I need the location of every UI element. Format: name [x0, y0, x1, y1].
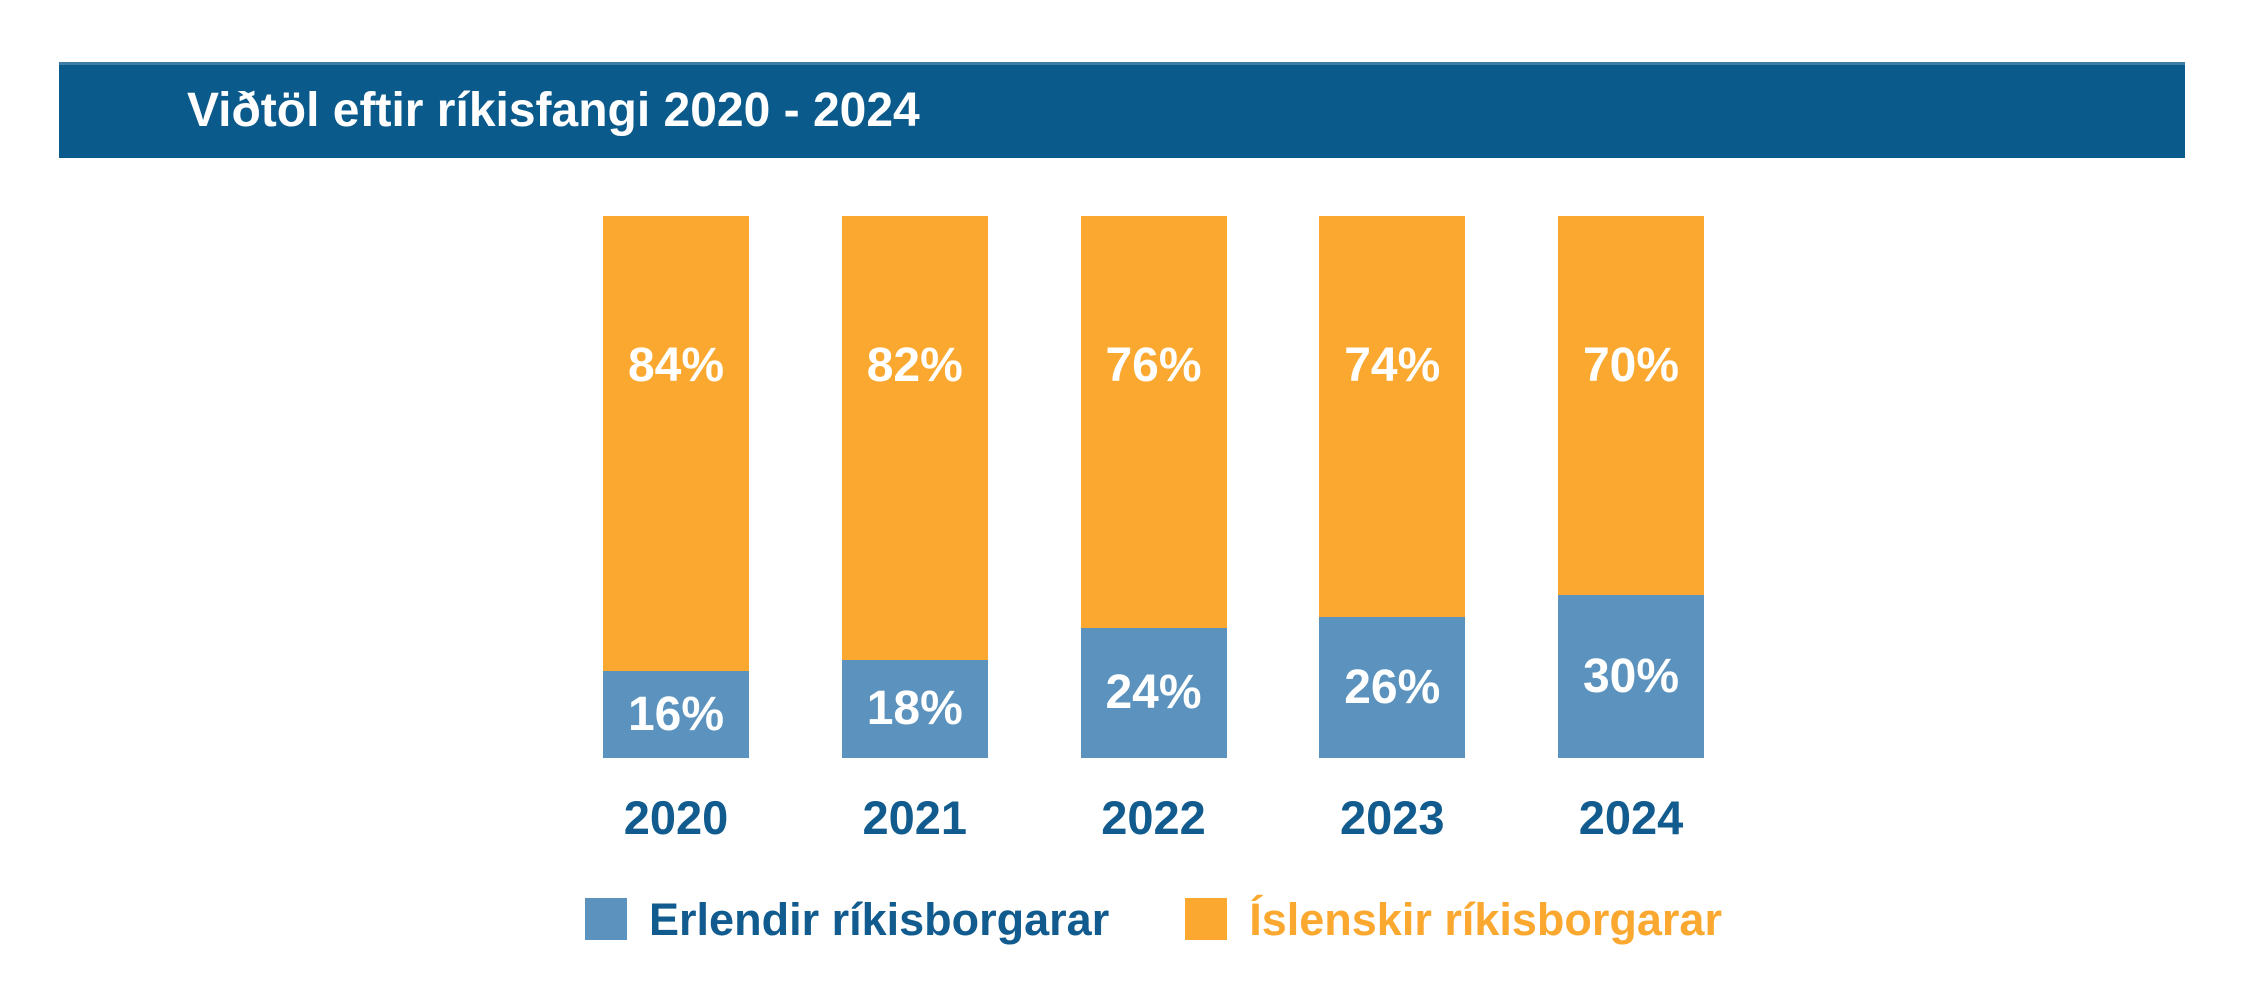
value-label-foreign-2024: 30%	[1582, 649, 1680, 703]
x-axis-label-2021: 2021	[862, 791, 968, 844]
legend-item-foreign: Erlendir ríkisborgarar	[585, 897, 1109, 942]
bar-2020-segment-icelandic: 84%	[603, 216, 749, 672]
legend-label-icelandic: Íslenskir ríkisborgarar	[1249, 893, 1722, 945]
bar-2020: 84% 16%	[603, 216, 749, 758]
bar-2021-segment-icelandic: 82%	[841, 216, 988, 661]
x-axis-label-2023: 2023	[1339, 791, 1445, 844]
x-axis-label-2024: 2024	[1578, 791, 1684, 844]
bar-2021-segment-foreign: 18%	[841, 660, 988, 758]
value-label-icelandic-2022: 76%	[1105, 339, 1202, 392]
chart-title: Viðtöl eftir ríkisfangi 2020 - 2024	[187, 83, 920, 137]
bar-2024-segment-icelandic: 70%	[1558, 216, 1704, 596]
bar-2024: 70% 30%	[1558, 216, 1704, 758]
legend-swatch-icelandic-icon	[1185, 898, 1228, 940]
value-label-foreign-2021: 18%	[866, 682, 963, 736]
bar-2024-segment-foreign: 30%	[1558, 595, 1704, 758]
value-label-icelandic-2023: 74%	[1344, 339, 1441, 392]
value-label-foreign-2020: 16%	[627, 687, 725, 741]
x-axis-label-2022: 2022	[1101, 791, 1206, 844]
x-axis-label-2020: 2020	[623, 791, 729, 844]
stacked-bar-chart: 84% 16% 2020 82% 18% 2021 76% 24% 2022 74% 26% 2023…	[603, 216, 1704, 856]
value-label-foreign-2023: 26%	[1344, 660, 1441, 714]
value-label-icelandic-2020: 84%	[627, 339, 725, 392]
value-label-icelandic-2024: 70%	[1582, 339, 1680, 392]
bar-2022-segment-foreign: 24%	[1080, 627, 1227, 758]
title-banner: Viðtöl eftir ríkisfangi 2020 - 2024	[59, 62, 2185, 158]
bar-2022-segment-icelandic: 76%	[1080, 216, 1227, 628]
legend-label-foreign: Erlendir ríkisborgarar	[649, 893, 1110, 945]
legend-swatch-foreign-icon	[585, 898, 628, 940]
chart-legend: Erlendir ríkisborgarar Íslenskir ríkisbo…	[553, 897, 1754, 942]
bar-2023: 74% 26%	[1319, 216, 1466, 758]
bar-2022: 76% 24%	[1080, 216, 1227, 758]
bar-2023-segment-icelandic: 74%	[1319, 216, 1466, 618]
bar-2021: 82% 18%	[841, 216, 988, 758]
value-label-icelandic-2021: 82%	[866, 339, 963, 392]
bar-2020-segment-foreign: 16%	[603, 671, 749, 758]
legend-item-icelandic: Íslenskir ríkisborgarar	[1185, 897, 1722, 942]
bar-2023-segment-foreign: 26%	[1319, 617, 1466, 758]
value-label-foreign-2022: 24%	[1105, 665, 1202, 719]
